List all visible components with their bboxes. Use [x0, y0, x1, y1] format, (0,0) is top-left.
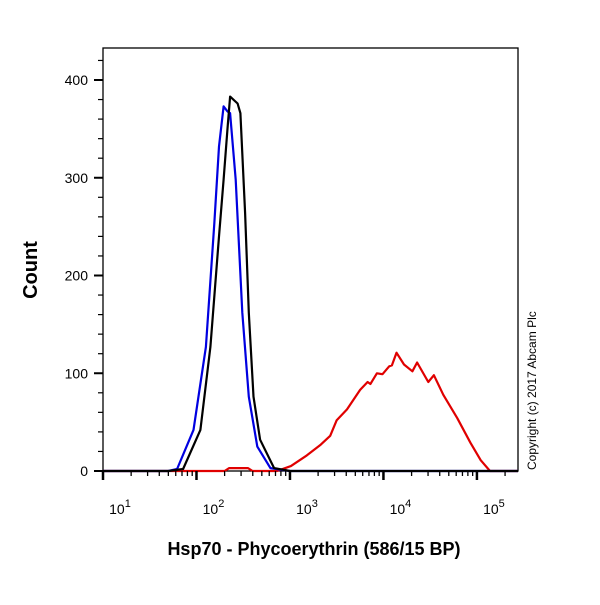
series-line-2	[103, 95, 518, 473]
y-tick-label: 100	[65, 365, 89, 381]
x-tick-label: 101	[109, 498, 131, 517]
y-tick-label: 0	[80, 463, 88, 479]
x-tick-base: 10	[203, 501, 219, 517]
x-tick-exponent: 3	[312, 498, 318, 510]
y-tick-label: 200	[65, 268, 89, 284]
x-tick-exponent: 5	[499, 498, 505, 510]
x-axis-label: Hsp70 - Phycoerythrin (586/15 BP)	[167, 539, 460, 559]
x-tick-exponent: 2	[218, 498, 224, 510]
x-tick-label: 105	[483, 498, 505, 517]
y-tick-label: 400	[65, 72, 89, 88]
y-axis-label: Count	[20, 241, 42, 299]
x-tick-base: 10	[483, 501, 499, 517]
x-tick-label: 103	[296, 498, 318, 517]
series-line-0	[103, 351, 518, 473]
x-tick-label: 104	[390, 498, 412, 517]
plot-frame	[102, 47, 519, 472]
x-tick-base: 10	[109, 501, 125, 517]
x-tick-exponent: 4	[405, 498, 411, 510]
x-tick-base: 10	[390, 501, 406, 517]
x-tick-exponent: 1	[125, 498, 131, 510]
x-tick-base: 10	[296, 501, 312, 517]
y-tick-label: 300	[65, 170, 89, 186]
series-layer	[103, 95, 518, 473]
copyright-annotation: Copyright (c) 2017 Abcam Plc	[525, 311, 539, 470]
series-line-1	[103, 105, 518, 473]
x-tick-label: 102	[203, 498, 225, 517]
